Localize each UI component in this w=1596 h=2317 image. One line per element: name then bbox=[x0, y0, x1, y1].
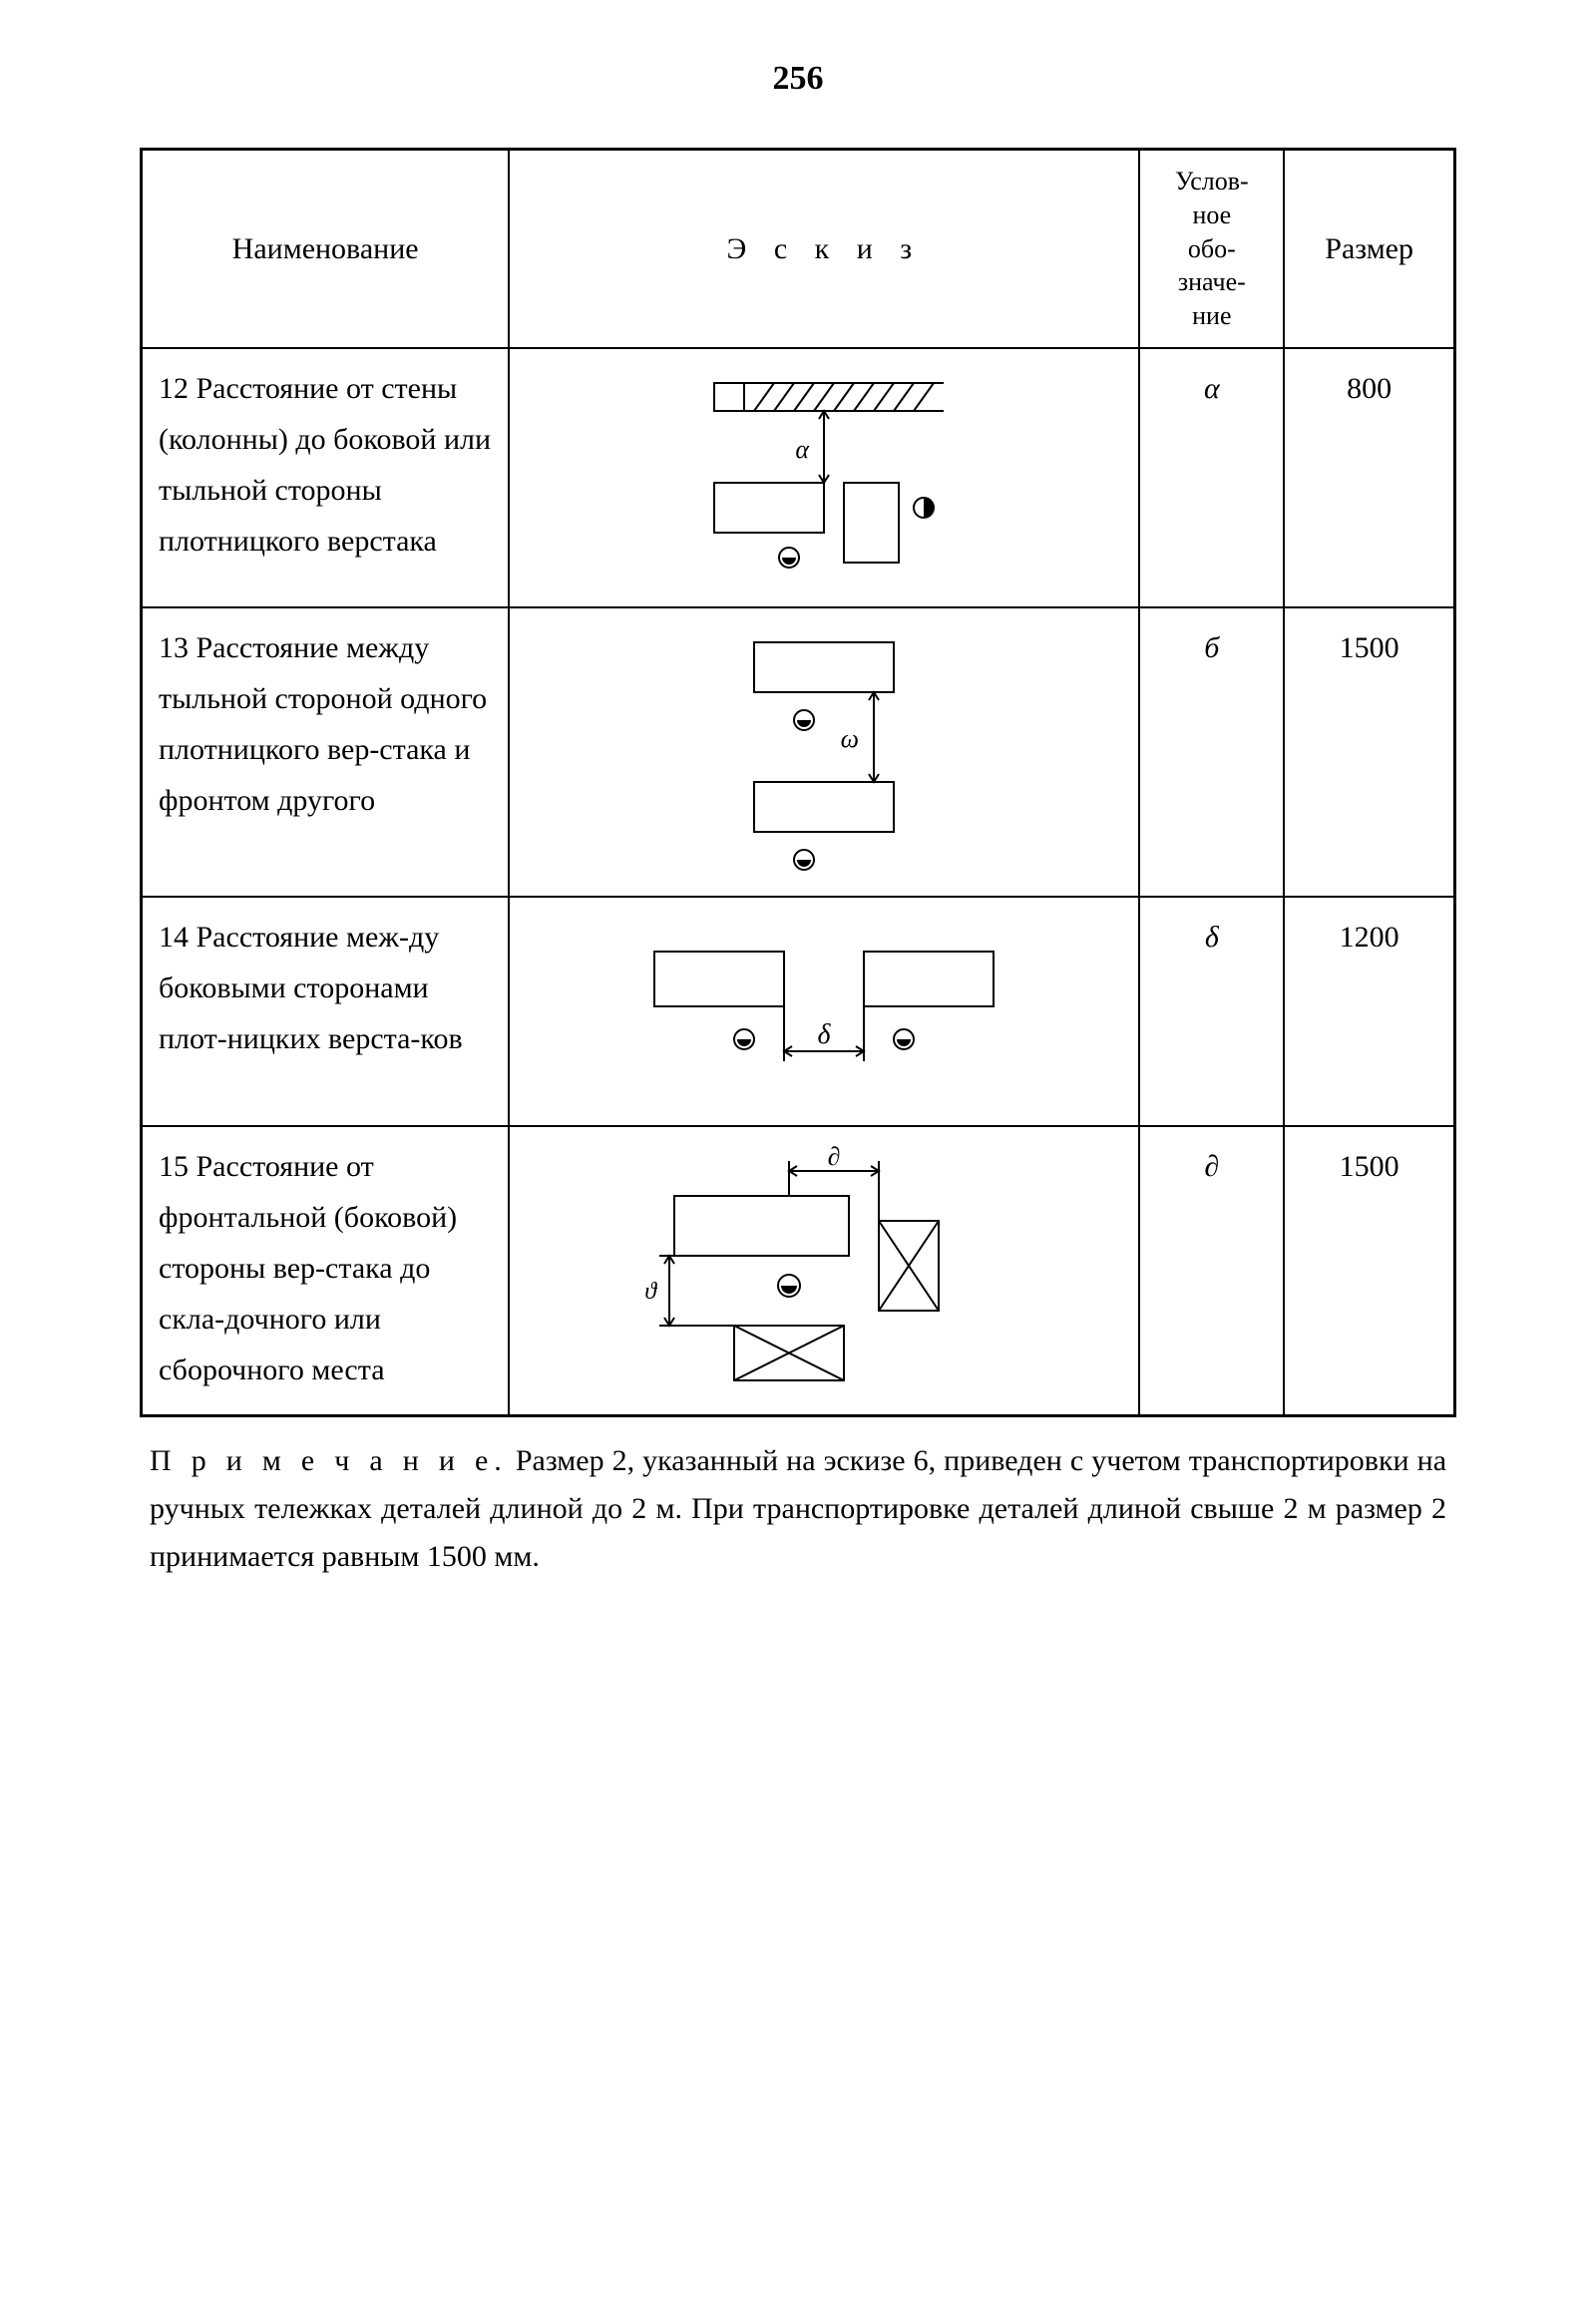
row-name: 15 Расстояние от фронтальной (боковой) с… bbox=[142, 1126, 510, 1416]
row-sketch: α bbox=[509, 348, 1139, 607]
row-symbol: б bbox=[1139, 607, 1284, 897]
row-size: 1200 bbox=[1284, 897, 1454, 1126]
row-num: 13 bbox=[159, 631, 189, 664]
row-sketch: ∂ ϑ bbox=[509, 1126, 1139, 1416]
row-num: 15 bbox=[159, 1150, 189, 1183]
row-size: 1500 bbox=[1284, 607, 1454, 897]
row-name: 12 Расстояние от стены (колонны) до боко… bbox=[142, 348, 510, 607]
svg-text:ϑ: ϑ bbox=[645, 1279, 658, 1305]
row-sketch: δ bbox=[509, 897, 1139, 1126]
table-row: 13 Расстояние между тыльной стороной одн… bbox=[142, 607, 1455, 897]
row-num: 14 bbox=[159, 921, 189, 954]
row-num: 12 bbox=[159, 372, 189, 405]
header-sketch: Э с к и з bbox=[509, 150, 1139, 348]
row-text: Расстояние от фронтальной (боковой) стор… bbox=[159, 1150, 457, 1386]
row-symbol: δ bbox=[1139, 897, 1284, 1126]
row-name: 13 Расстояние между тыльной стороной одн… bbox=[142, 607, 510, 897]
sketch-bench-to-storage: ∂ ϑ bbox=[614, 1141, 1033, 1400]
table-row: 15 Расстояние от фронтальной (боковой) с… bbox=[142, 1126, 1455, 1416]
sketch-wall-to-bench: α bbox=[634, 363, 1013, 592]
row-size: 800 bbox=[1284, 348, 1454, 607]
table-row: 12 Расстояние от стены (колонны) до боко… bbox=[142, 348, 1455, 607]
row-symbol: α bbox=[1139, 348, 1284, 607]
sketch-bench-side-side: δ bbox=[614, 912, 1033, 1111]
row-text: Расстояние между тыльной стороной одного… bbox=[159, 631, 487, 817]
sketch-bench-back-front: ω bbox=[634, 622, 1013, 882]
header-name: Наименование bbox=[142, 150, 510, 348]
svg-text:δ: δ bbox=[818, 1019, 832, 1050]
footnote-lead: П р и м е ч а н и е. bbox=[150, 1444, 508, 1477]
header-size: Размер bbox=[1284, 150, 1454, 348]
dimensions-table: Наименование Э с к и з Услов- ное обо- з… bbox=[140, 148, 1456, 1417]
row-text: Расстояние меж-ду боковыми сторонами пло… bbox=[159, 921, 463, 1055]
table-header-row: Наименование Э с к и з Услов- ное обо- з… bbox=[142, 150, 1455, 348]
row-symbol: ∂ bbox=[1139, 1126, 1284, 1416]
svg-text:∂: ∂ bbox=[828, 1142, 841, 1171]
footnote: П р и м е ч а н и е. Размер 2, указанный… bbox=[140, 1437, 1456, 1581]
svg-text:ω: ω bbox=[841, 724, 859, 753]
row-text: Расстояние от стены (колонны) до боковой… bbox=[159, 372, 491, 558]
svg-text:α: α bbox=[796, 435, 811, 464]
page-number: 256 bbox=[140, 60, 1456, 98]
table-row: 14 Расстояние меж-ду боковыми сторонами … bbox=[142, 897, 1455, 1126]
row-sketch: ω bbox=[509, 607, 1139, 897]
row-name: 14 Расстояние меж-ду боковыми сторонами … bbox=[142, 897, 510, 1126]
header-symbol: Услов- ное обо- значе- ние bbox=[1139, 150, 1284, 348]
row-size: 1500 bbox=[1284, 1126, 1454, 1416]
